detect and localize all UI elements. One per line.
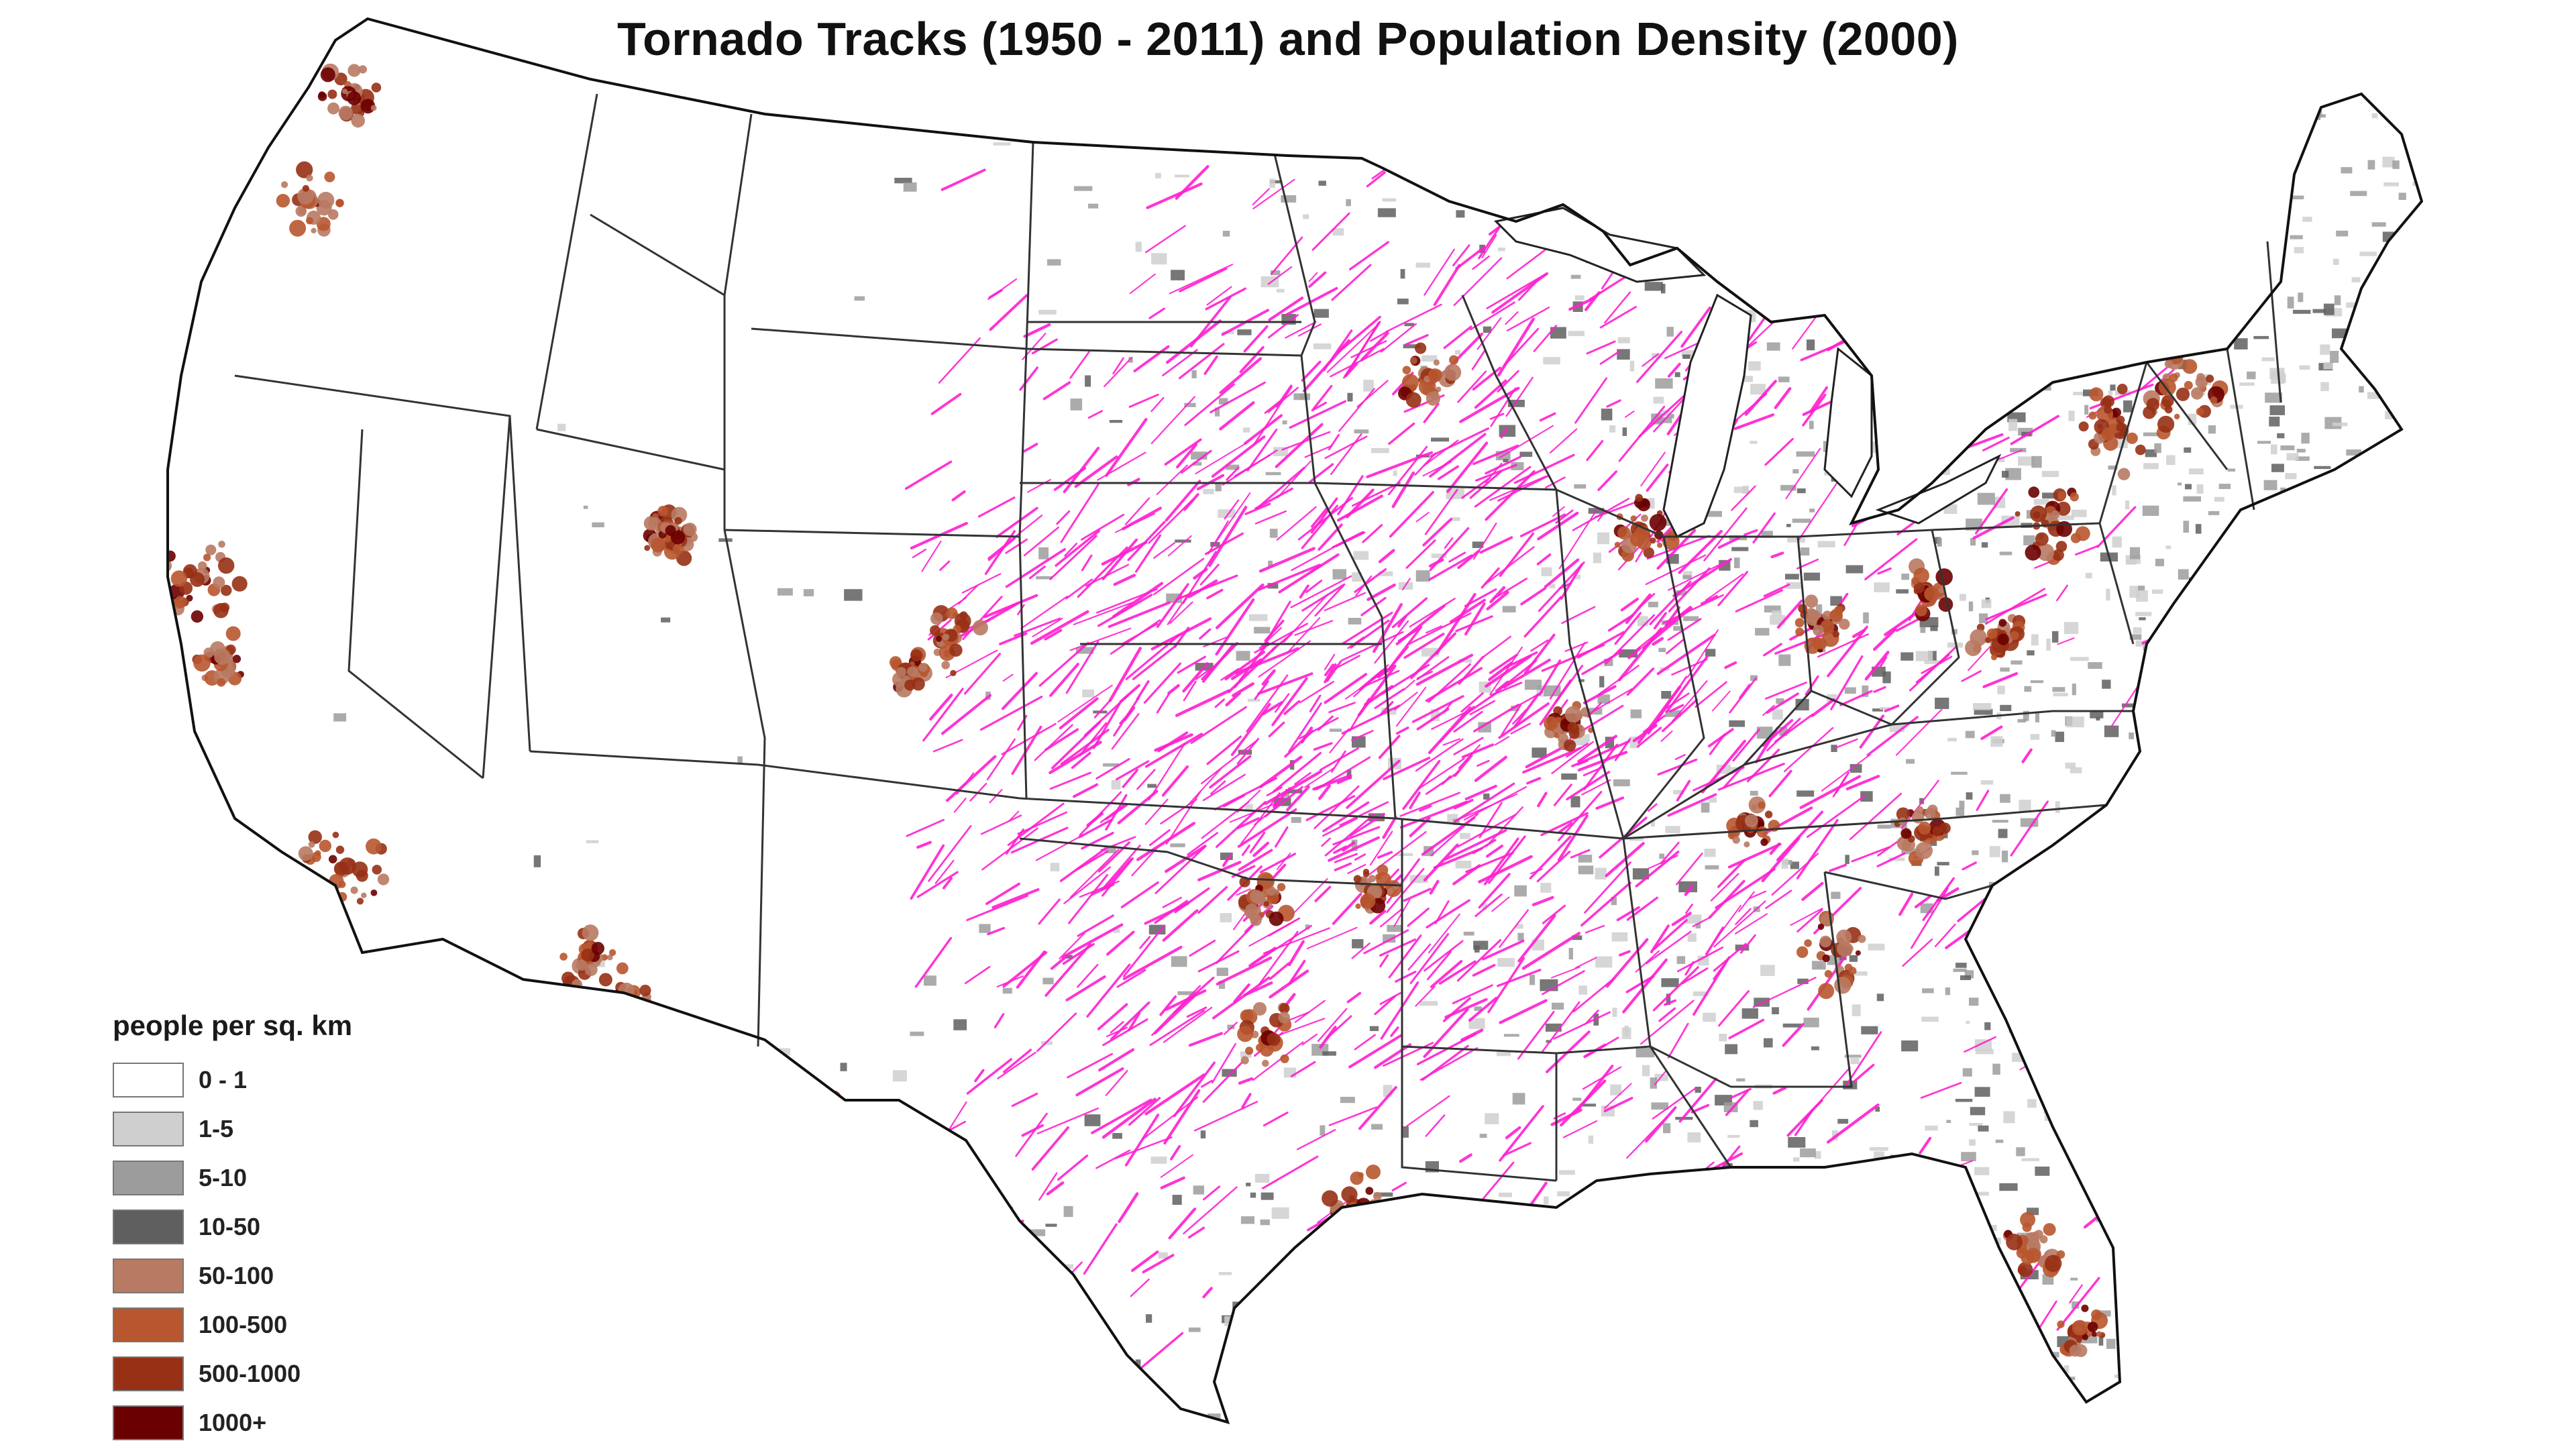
legend-label: 1000+ [199,1408,267,1436]
legend-swatch [113,1307,184,1342]
legend-swatch [113,1160,184,1195]
legend-item: 1-5 [113,1104,515,1153]
legend-label: 10-50 [199,1212,261,1240]
legend-item: 0 - 1 [113,1055,515,1104]
legend-item: 1000+ [113,1398,515,1447]
legend-swatch [113,1209,184,1244]
great-lakes [1493,207,2002,539]
legend-item: 100-500 [113,1300,515,1349]
legend-swatch [113,1062,184,1097]
legend-label: 0 - 1 [199,1065,248,1093]
legend-title: people per sq. km [113,1010,353,1041]
legend-item: 500-1000 [113,1349,515,1398]
legend-label: 1-5 [199,1114,234,1142]
legend-item: 10-50 [113,1202,515,1251]
coastline [166,17,2424,1424]
legend-label: 50-100 [199,1261,274,1289]
legend-label: 100-500 [199,1310,288,1338]
lake-erie [1875,453,2002,525]
map-title: Tornado Tracks (1950 - 2011) and Populat… [616,13,1959,65]
legend-swatch [113,1405,184,1440]
legend-item: 50-100 [113,1251,515,1300]
legend-swatch [113,1356,184,1391]
legend-item: 5-10 [113,1153,515,1202]
lake-superior [1493,207,1707,283]
legend-label: 5-10 [199,1163,248,1191]
legend: people per sq. km 0 - 1 1-5 5-10 10-50 5… [113,1010,515,1447]
legend-label: 500-1000 [199,1359,301,1387]
state-borders [234,93,2282,1182]
legend-swatch [113,1111,184,1146]
lake-michigan [1662,293,1752,539]
legend-swatch [113,1258,184,1293]
